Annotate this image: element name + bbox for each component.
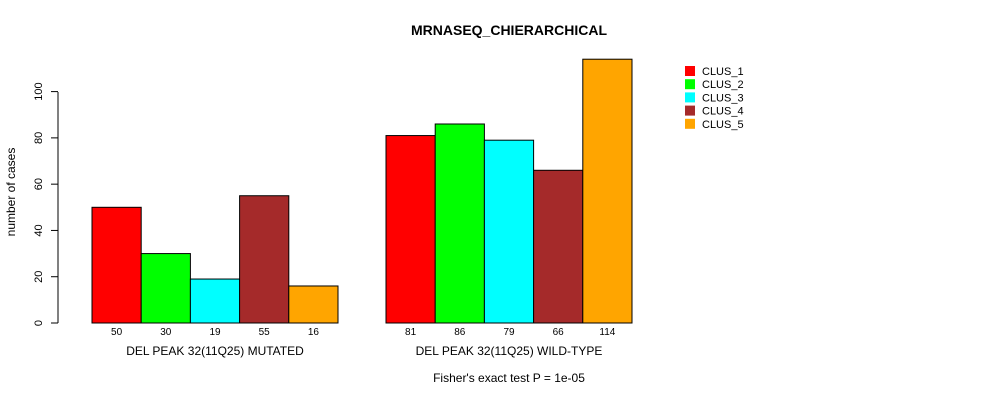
count-label-wild-type-clus-2: 86: [454, 327, 466, 338]
chart-title: MRNASEQ_CHIERARCHICAL: [411, 22, 607, 38]
legend-label-clus-5: CLUS_5: [702, 119, 744, 131]
category-label-mutated: DEL PEAK 32(11Q25) MUTATED: [126, 344, 304, 358]
bar-mutated-clus-4: [239, 195, 290, 324]
y-tick-label-3: 60: [33, 178, 45, 190]
y-axis: 0 20 40 60 80 100: [33, 82, 59, 326]
y-tick-label-4: 80: [33, 132, 45, 144]
bar-mutated-clus-2: [140, 253, 191, 324]
count-labels: 50 30 19 55 16 81 86 79 66 114: [111, 327, 616, 338]
group-labels: DEL PEAK 32(11Q25) MUTATED DEL PEAK 32(11…: [126, 344, 602, 358]
y-tick-label-2: 40: [33, 224, 45, 236]
legend-swatch-clus-4: [685, 105, 695, 116]
count-label-wild-type-clus-4: 66: [553, 327, 565, 338]
bar-wild-type-clus-3: [483, 139, 535, 324]
y-axis-label: number of cases: [4, 148, 18, 237]
count-label-mutated-clus-3: 19: [209, 327, 221, 338]
count-label-wild-type-clus-5: 114: [599, 327, 615, 338]
bar-mutated-clus-3: [189, 278, 241, 324]
legend-label-clus-2: CLUS_2: [702, 79, 744, 91]
bar-mutated-clus-1: [91, 206, 142, 324]
count-label-mutated-clus-4: 55: [259, 327, 271, 338]
count-label-mutated-clus-1: 50: [111, 327, 123, 338]
legend-label-clus-4: CLUS_4: [702, 106, 744, 118]
category-label-wild-type: DEL PEAK 32(11Q25) WILD-TYPE: [416, 344, 603, 358]
legend-swatch-clus-5: [685, 118, 695, 129]
legend-swatch-clus-3: [685, 92, 695, 103]
count-label-wild-type-clus-1: 81: [405, 327, 417, 338]
count-label-mutated-clus-2: 30: [160, 327, 172, 338]
y-tick-label-0: 0: [33, 320, 45, 326]
count-label-mutated-clus-5: 16: [308, 327, 320, 338]
bar-wild-type-clus-2: [434, 123, 485, 324]
y-tick-label-1: 20: [33, 271, 45, 283]
bar-wild-type-clus-5: [582, 58, 633, 324]
fisher-test-note: Fisher's exact test P = 1e-05: [433, 371, 585, 385]
legend-swatch-clus-1: [685, 66, 695, 76]
legend-label-clus-1: CLUS_1: [702, 66, 744, 78]
count-label-wild-type-clus-3: 79: [503, 327, 515, 338]
bar-wild-type-clus-4: [533, 169, 584, 324]
legend-label-clus-3: CLUS_3: [702, 92, 744, 104]
legend-swatch-clus-2: [685, 79, 695, 90]
bar-wild-type-clus-1: [385, 135, 436, 324]
bar-mutated-clus-5: [288, 285, 339, 324]
y-tick-label-5: 100: [33, 82, 45, 100]
bars: [91, 58, 633, 324]
